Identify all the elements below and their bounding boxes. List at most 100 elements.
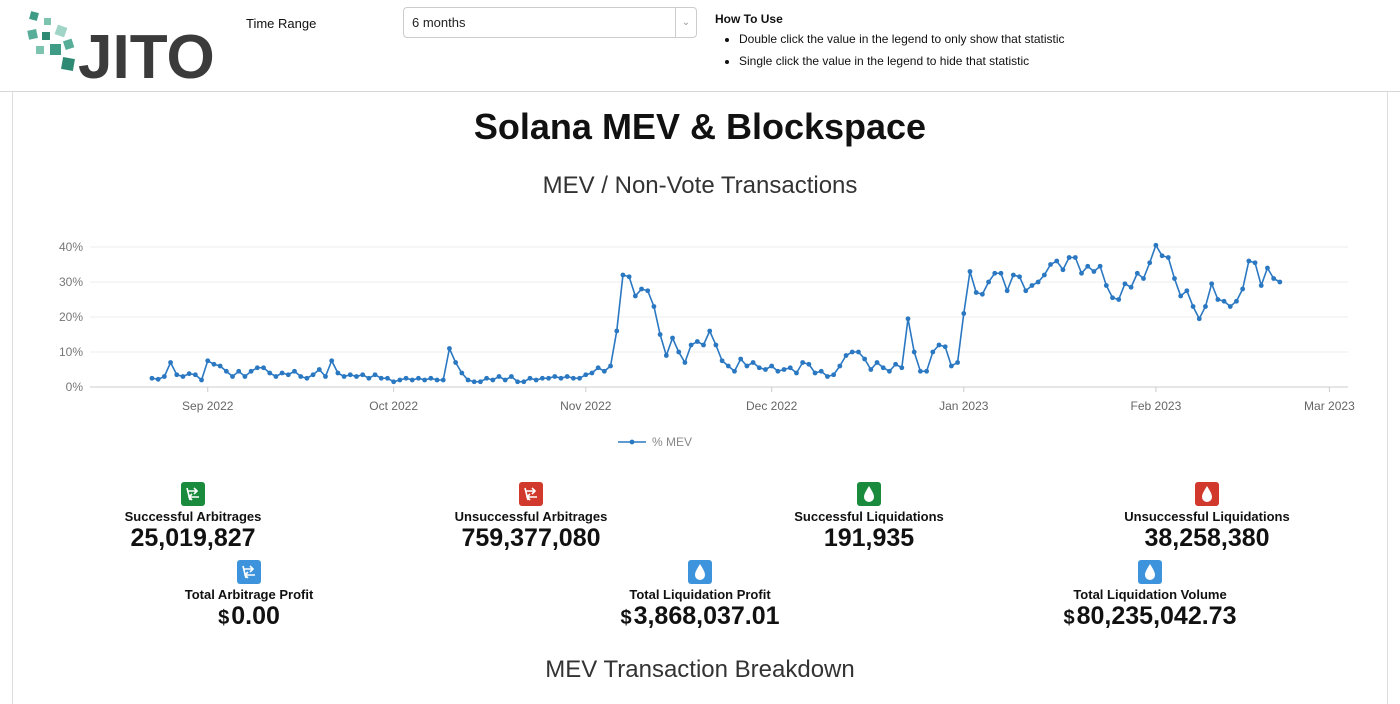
data-point [955, 360, 960, 365]
select-arrow[interactable]: ⌄ [675, 8, 696, 37]
data-point [899, 365, 905, 371]
data-point [323, 374, 328, 379]
data-point [409, 377, 415, 383]
data-point [465, 377, 471, 383]
icon-drop [1202, 486, 1212, 502]
chart: 0% 10% 20% 30% 40% Sep 2022 Oct 2022 Nov 2022 De… [59, 240, 1355, 449]
page-title: Solana MEV & Blockspace [473, 106, 927, 147]
data-point [800, 360, 806, 365]
data-point [230, 374, 235, 379]
stat-number: 80,235,042.73 [1076, 602, 1237, 630]
data-point [1258, 283, 1264, 288]
stat-icon [1195, 482, 1219, 506]
stat-number: 38,258,380 [1144, 524, 1270, 552]
stat-label: Successful Liquidations [794, 509, 944, 524]
data-point [725, 363, 731, 369]
data-point [663, 353, 669, 358]
data-point [440, 377, 446, 383]
data-point [397, 377, 403, 383]
stat-icon [181, 482, 205, 506]
data-point [787, 365, 793, 371]
data-point [347, 372, 353, 378]
data-point [1196, 316, 1202, 322]
data-point [217, 363, 223, 369]
data-point [1271, 276, 1277, 281]
icon-bg [1195, 482, 1219, 506]
stat-label: Total Liquidation Volume [1073, 587, 1227, 602]
stat-number: 759,377,080 [461, 524, 601, 552]
data-point [174, 372, 180, 378]
data-point [608, 363, 613, 369]
y-tick-label: 0% [66, 380, 84, 394]
data-point [552, 374, 558, 379]
data-point [1091, 269, 1097, 274]
data-point [732, 368, 737, 374]
data-point [738, 356, 744, 362]
stat-number: 191,935 [823, 524, 915, 552]
data-point [577, 375, 582, 381]
data-point [1147, 260, 1153, 266]
data-point [719, 358, 725, 364]
data-point [682, 360, 688, 365]
data-point [186, 371, 192, 377]
data-point [372, 372, 378, 378]
data-point [701, 342, 706, 348]
data-point [1153, 242, 1159, 248]
data-point [676, 349, 682, 355]
data-point [992, 270, 998, 276]
data-point [1072, 255, 1078, 260]
data-point [515, 379, 520, 385]
data-point [1048, 262, 1053, 267]
data-point [248, 368, 254, 374]
data-point [261, 365, 266, 371]
y-tick-label: 30% [59, 275, 83, 289]
stat-icon [519, 482, 543, 506]
data-point [744, 363, 750, 369]
data-point [589, 370, 595, 376]
data-point [341, 374, 347, 379]
data-point [1277, 279, 1283, 285]
data-point [837, 363, 843, 369]
data-point [750, 360, 756, 365]
data-point [335, 370, 341, 376]
data-point [1184, 288, 1190, 294]
icon-bg [519, 482, 543, 506]
data-point [273, 374, 279, 379]
stat-icon [688, 560, 712, 584]
icon-bg [688, 560, 712, 584]
stat-value: $0.00 [218, 602, 280, 631]
data-point [539, 375, 545, 381]
data-point [1041, 272, 1047, 278]
frame [12, 92, 13, 704]
data-point [329, 358, 335, 364]
data-point [564, 374, 570, 379]
data-point [868, 367, 874, 372]
data-point [1172, 276, 1177, 281]
data-point [688, 342, 694, 348]
data-point [422, 377, 428, 383]
frame [1387, 92, 1388, 704]
data-point [924, 368, 930, 374]
data-point [453, 360, 459, 365]
data-point [651, 304, 657, 309]
stat-currency: $ [218, 607, 230, 629]
x-tick-label: Dec 2022 [746, 399, 798, 413]
data-point [707, 328, 713, 334]
data-point [354, 374, 359, 379]
data-point [1246, 258, 1252, 264]
data-point [385, 375, 390, 381]
time-range-select[interactable]: 6 months ⌄ [403, 7, 697, 38]
x-tick-label: Mar 2023 [1304, 399, 1355, 413]
data-point [1265, 265, 1270, 271]
data-point [360, 372, 366, 378]
x-tick-label: Oct 2022 [369, 399, 418, 413]
data-point [930, 349, 936, 355]
data-point [180, 374, 186, 379]
data-point [304, 375, 310, 381]
stat-label: Total Arbitrage Profit [184, 587, 314, 602]
legend-item[interactable]: % MEV [618, 435, 692, 449]
data-point [533, 377, 539, 383]
data-point [1215, 297, 1221, 302]
data-point [416, 375, 421, 381]
data-point [880, 365, 886, 371]
